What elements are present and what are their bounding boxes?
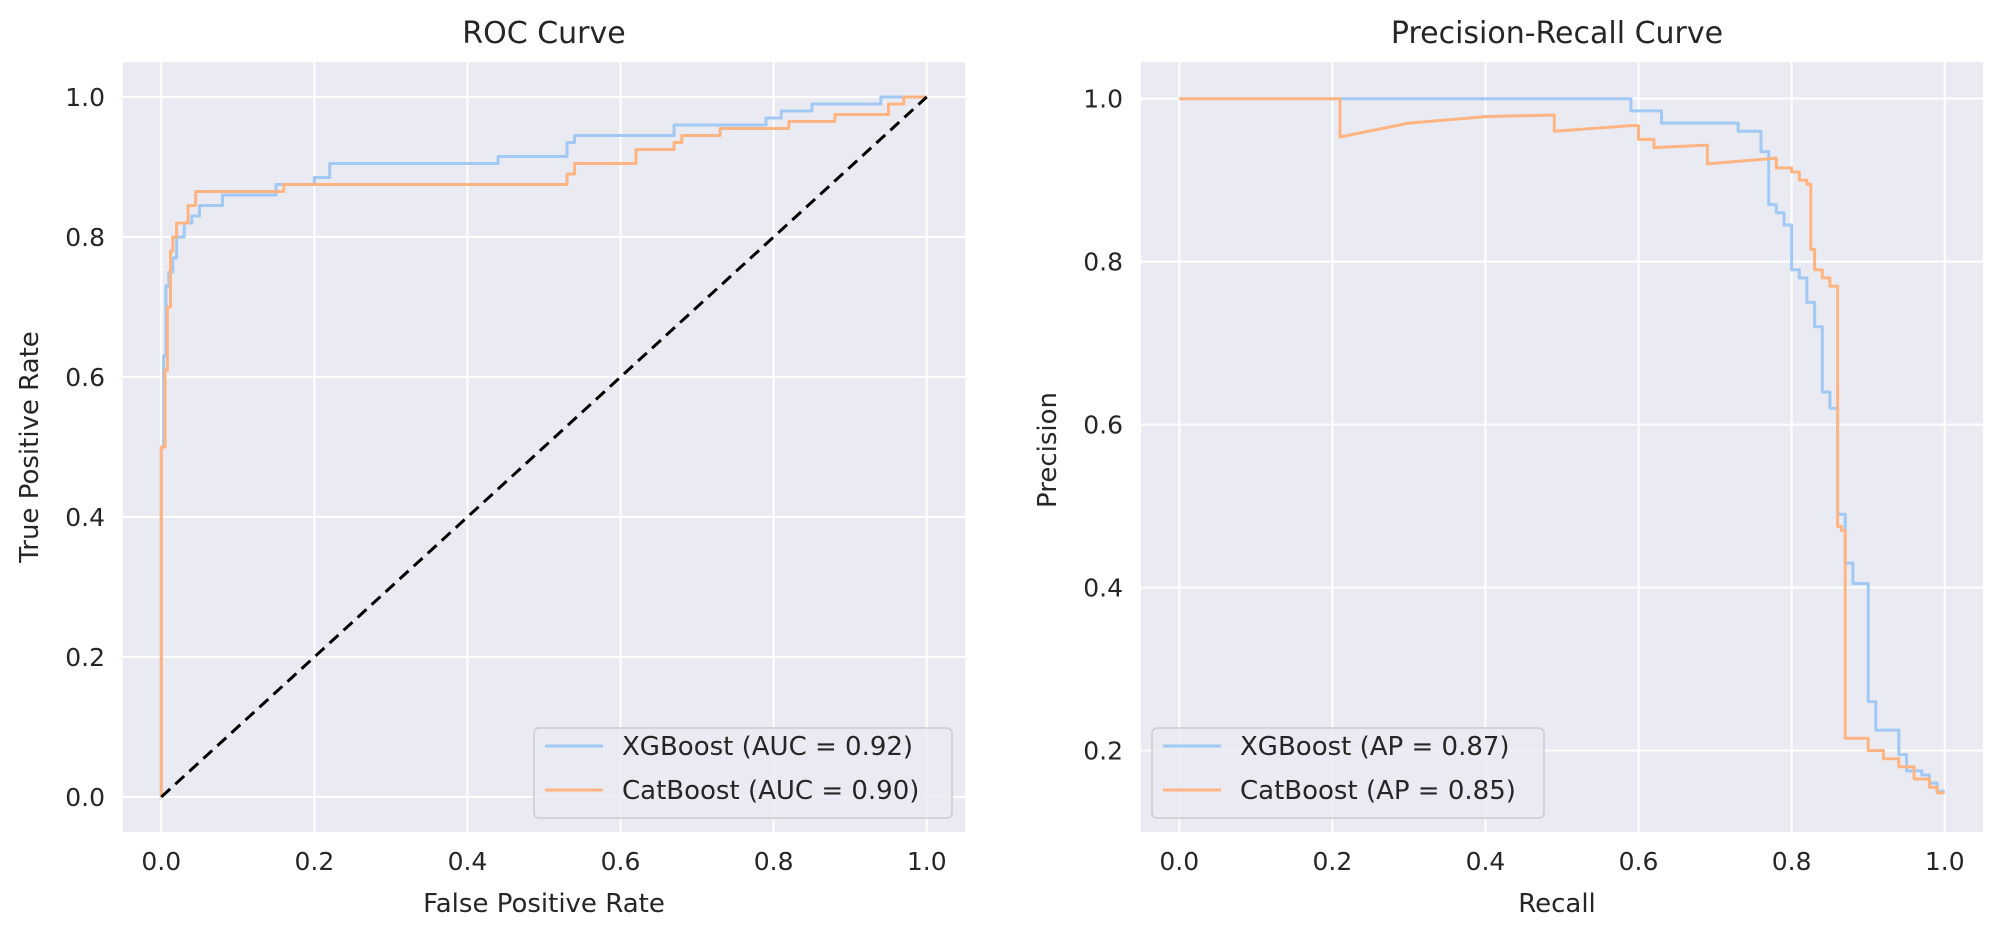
roc-x-tick-label: 1.0 bbox=[907, 847, 947, 876]
pr-ticks: 0.0 0.2 0.4 0.6 0.8 1.0 0.2 0.4 0.6 0.8 1.0 bbox=[1083, 85, 1964, 876]
pr-x-tick-label: 0.8 bbox=[1772, 847, 1812, 876]
roc-legend-label-xgboost: XGBoost (AUC = 0.92) bbox=[622, 732, 913, 762]
roc-gridlines bbox=[123, 62, 965, 832]
pr-x-tick-label: 0.4 bbox=[1466, 847, 1506, 876]
pr-x-tick-label: 0.2 bbox=[1312, 847, 1352, 876]
pr-y-tick-label: 0.4 bbox=[1083, 574, 1123, 603]
roc-legend-box bbox=[533, 727, 953, 819]
pr-legend-box bbox=[1151, 727, 1545, 819]
roc-x-tick-label: 0.2 bbox=[294, 847, 334, 876]
pr-legend-label-catboost: CatBoost (AP = 0.85) bbox=[1240, 776, 1516, 806]
roc-x-tick-label: 0.4 bbox=[448, 847, 488, 876]
pr-y-tick-label: 0.8 bbox=[1083, 248, 1123, 277]
pr-x-axis-label: Recall bbox=[1518, 889, 1596, 919]
pr-x-tick-label: 0.0 bbox=[1159, 847, 1199, 876]
roc-chart: 0.0 0.2 0.4 0.6 0.8 1.0 0.0 0.2 0.4 0.6 0.8 1.0 ROC… bbox=[15, 16, 965, 919]
roc-series bbox=[159, 95, 928, 799]
pr-y-tick-label: 0.6 bbox=[1083, 411, 1123, 440]
pr-line-catboost bbox=[1179, 97, 1945, 795]
pr-gridlines bbox=[1141, 62, 1983, 832]
pr-legend-label-xgboost: XGBoost (AP = 0.87) bbox=[1240, 732, 1510, 762]
roc-y-tick-label: 0.6 bbox=[65, 363, 105, 392]
pr-legend: XGBoost (AP = 0.87) CatBoost (AP = 0.85) bbox=[1151, 727, 1545, 819]
pr-line-xgboost bbox=[1179, 97, 1945, 793]
roc-ticks: 0.0 0.2 0.4 0.6 0.8 1.0 0.0 0.2 0.4 0.6 0.8 1.0 bbox=[65, 83, 946, 876]
roc-y-tick-label: 1.0 bbox=[65, 83, 105, 112]
roc-legend: XGBoost (AUC = 0.92) CatBoost (AUC = 0.9… bbox=[533, 727, 953, 819]
roc-y-tick-label: 0.0 bbox=[65, 783, 105, 812]
roc-x-tick-label: 0.6 bbox=[601, 847, 641, 876]
pr-title: Precision-Recall Curve bbox=[1391, 16, 1723, 51]
roc-y-axis-label: True Positive Rate bbox=[15, 331, 45, 564]
roc-x-tick-label: 0.0 bbox=[141, 847, 181, 876]
roc-line-xgboost bbox=[159, 95, 927, 797]
roc-title: ROC Curve bbox=[462, 16, 625, 51]
roc-y-tick-label: 0.8 bbox=[65, 223, 105, 252]
pr-y-axis-label: Precision bbox=[1033, 392, 1063, 508]
roc-y-tick-label: 0.4 bbox=[65, 503, 105, 532]
roc-x-tick-label: 0.8 bbox=[754, 847, 794, 876]
roc-legend-label-catboost: CatBoost (AUC = 0.90) bbox=[622, 776, 919, 806]
pr-y-tick-label: 1.0 bbox=[1083, 85, 1123, 114]
roc-x-axis-label: False Positive Rate bbox=[423, 889, 665, 919]
roc-line-chance-diagonal bbox=[160, 95, 928, 799]
pr-series bbox=[1179, 97, 1945, 795]
roc-line-catboost bbox=[159, 95, 927, 797]
pr-y-tick-label: 0.2 bbox=[1083, 737, 1123, 766]
pr-plot-area bbox=[1141, 62, 1983, 832]
pr-x-tick-label: 1.0 bbox=[1925, 847, 1965, 876]
roc-y-tick-label: 0.2 bbox=[65, 643, 105, 672]
pr-chart: 0.0 0.2 0.4 0.6 0.8 1.0 0.2 0.4 0.6 0.8 1.0 Precis… bbox=[1033, 16, 1983, 919]
pr-x-tick-label: 0.6 bbox=[1619, 847, 1659, 876]
